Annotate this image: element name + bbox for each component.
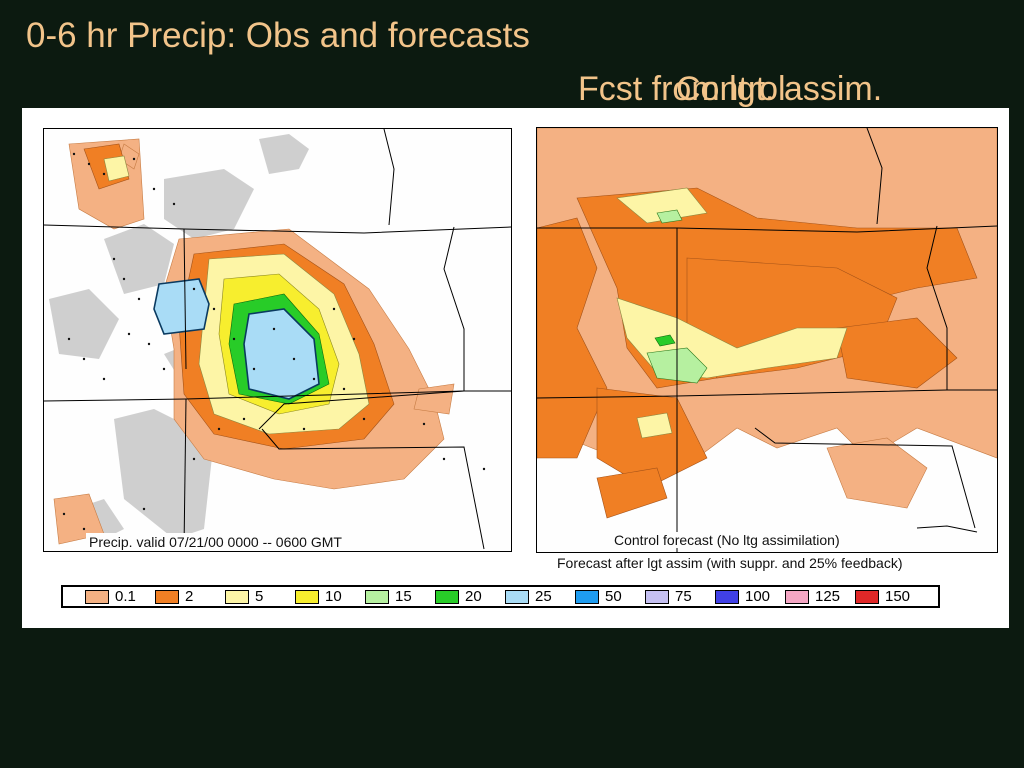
legend-swatch — [295, 589, 319, 604]
precip-legend: 0.1 2 5 10 15 20 25 50 75 100 125 150 — [61, 585, 940, 608]
observed-precip-svg — [44, 129, 511, 550]
legend-label: 5 — [255, 588, 264, 605]
legend-label: 125 — [815, 588, 841, 605]
legend-item: 50 — [575, 588, 645, 605]
fcst-precip-20-areas — [654, 334, 676, 347]
legend-item: 10 — [295, 588, 365, 605]
state-boundaries — [44, 129, 511, 550]
legend-label: 25 — [535, 588, 552, 605]
legend-item: 25 — [505, 588, 575, 605]
legend-item: 75 — [645, 588, 715, 605]
lightning-forecast-caption: Forecast after lgt assim (with suppr. an… — [557, 555, 903, 571]
legend-swatch — [785, 589, 809, 604]
legend-swatch — [715, 589, 739, 604]
observation-dots — [62, 152, 486, 531]
legend-item: 125 — [785, 588, 855, 605]
legend-swatch — [225, 589, 249, 604]
legend-swatch — [155, 589, 179, 604]
legend-swatch — [645, 589, 669, 604]
control-forecast-caption: Control forecast (No ltg assimilation) — [610, 532, 844, 548]
legend-label: 2 — [185, 588, 194, 605]
observed-precip-map: Precip. valid 07/21/00 0000 -- 0600 GMT — [43, 128, 512, 552]
legend-item: 5 — [225, 588, 295, 605]
legend-swatch — [85, 589, 109, 604]
slide-subtitle-lightning: Fcst from lgt. assim. — [578, 70, 883, 108]
legend-label: 20 — [465, 588, 482, 605]
fcst-state-boundaries — [537, 128, 997, 552]
legend-swatch — [575, 589, 599, 604]
slide-title: 0-6 hr Precip: Obs and forecasts — [26, 16, 530, 55]
legend-label: 15 — [395, 588, 412, 605]
legend-label: 50 — [605, 588, 622, 605]
legend-swatch — [435, 589, 459, 604]
precip-figure: Precip. valid 07/21/00 0000 -- 0600 GMT — [22, 108, 1009, 628]
legend-label: 150 — [885, 588, 911, 605]
slide-subtitle-control: Control — [676, 70, 786, 108]
legend-label: 100 — [745, 588, 771, 605]
legend-item: 20 — [435, 588, 505, 605]
legend-swatch — [505, 589, 529, 604]
legend-item: 0.1 — [85, 588, 155, 605]
legend-item: 150 — [855, 588, 925, 605]
legend-label: 0.1 — [115, 588, 136, 605]
forecast-precip-map — [536, 127, 998, 553]
forecast-precip-svg — [537, 128, 997, 552]
legend-label: 75 — [675, 588, 692, 605]
observed-map-caption: Precip. valid 07/21/00 0000 -- 0600 GMT — [86, 533, 345, 551]
legend-swatch — [855, 589, 879, 604]
legend-item: 2 — [155, 588, 225, 605]
legend-label: 10 — [325, 588, 342, 605]
legend-swatch — [365, 589, 389, 604]
legend-item: 100 — [715, 588, 785, 605]
legend-item: 15 — [365, 588, 435, 605]
precip-25-areas — [153, 278, 320, 400]
